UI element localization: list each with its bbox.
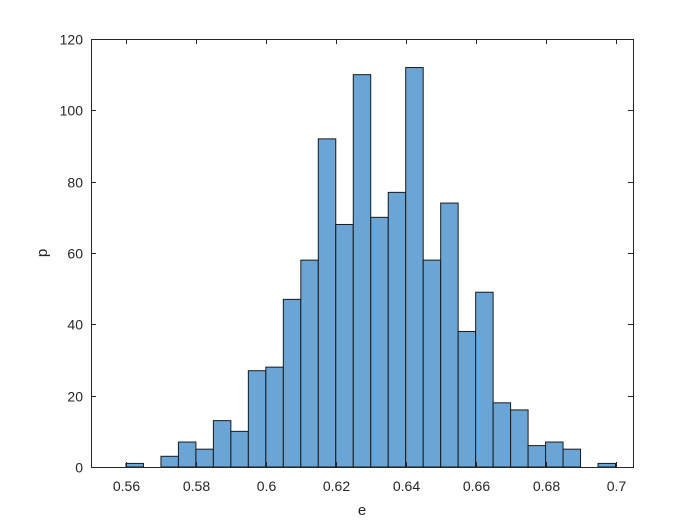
y-tick-label: 20	[67, 389, 83, 405]
y-tick-label: 60	[67, 246, 83, 262]
histogram-bar	[335, 223, 354, 468]
x-tick-label: 0.6	[257, 478, 277, 494]
histogram-bar	[475, 291, 494, 468]
histogram-bars	[125, 67, 617, 468]
histogram-bar	[405, 67, 424, 468]
histogram-bar	[492, 402, 512, 468]
histogram-bar	[440, 202, 459, 468]
histogram-bar	[212, 420, 232, 468]
histogram-bar	[230, 430, 249, 468]
histogram-bar	[562, 448, 582, 468]
y-axis-label: p	[34, 249, 51, 257]
histogram-bar	[282, 298, 302, 468]
histogram-bar	[597, 462, 617, 468]
histogram-bar	[422, 259, 442, 468]
histogram-bar	[387, 191, 407, 468]
x-axis-label: e	[358, 502, 366, 519]
histogram-bar	[125, 462, 144, 468]
x-tick-label: 0.58	[183, 478, 210, 494]
histogram-bar	[317, 138, 337, 468]
y-tick-label: 100	[60, 103, 84, 119]
x-axis-ticks: 0.56 0.58 0.6 0.62 0.64 0.66 0.68 0.7	[113, 39, 627, 494]
histogram-bar	[370, 216, 389, 468]
x-tick-label: 0.66	[463, 478, 490, 494]
histogram-bar	[195, 448, 214, 468]
y-tick-label: 0	[75, 460, 83, 476]
x-tick-label: 0.62	[323, 478, 350, 494]
x-tick-label: 0.68	[533, 478, 560, 494]
y-axis-ticks: 0 20 40 60 80 100 120	[60, 32, 633, 476]
histogram-bar	[177, 441, 197, 468]
y-tick-label: 40	[67, 317, 83, 333]
x-tick-label: 0.64	[393, 478, 420, 494]
histogram-bar	[160, 455, 179, 468]
histogram-bar	[352, 74, 372, 468]
x-tick-label: 0.7	[607, 478, 627, 494]
y-tick-label: 80	[67, 175, 83, 191]
histogram-bar	[265, 366, 284, 468]
x-tick-label: 0.56	[113, 478, 140, 494]
histogram-bar	[457, 330, 477, 468]
histogram-bar	[545, 441, 564, 468]
histogram-bar	[247, 370, 267, 468]
histogram-bar	[300, 259, 319, 468]
histogram-bar	[510, 409, 529, 468]
y-tick-label: 120	[60, 32, 84, 48]
histogram-bar	[527, 445, 547, 468]
